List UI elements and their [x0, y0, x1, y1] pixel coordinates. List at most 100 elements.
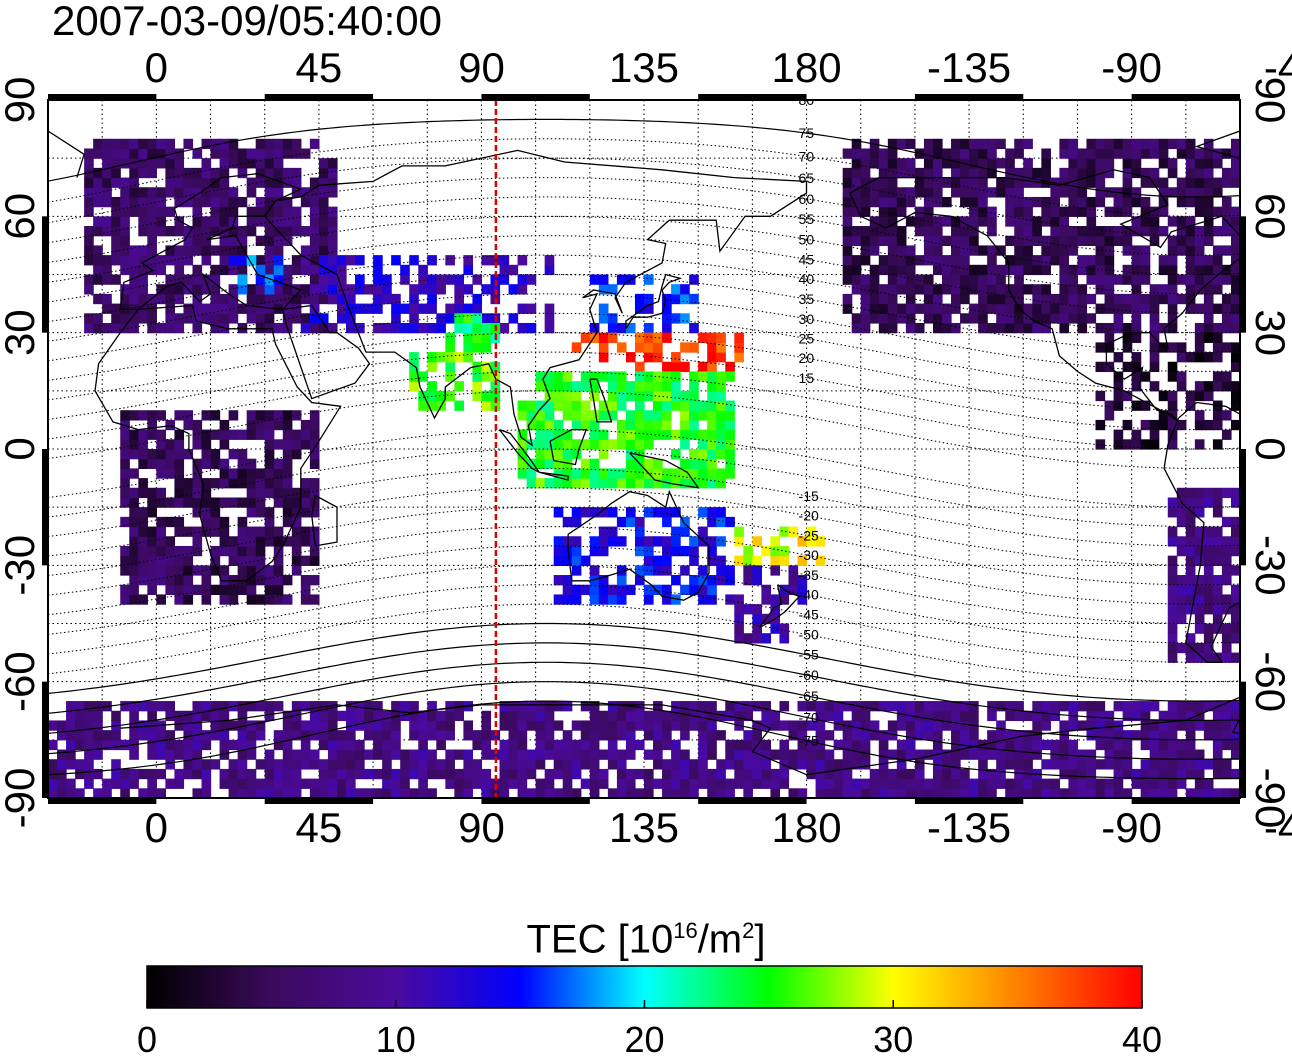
tec-cell [300, 739, 311, 751]
tec-cell [1203, 759, 1214, 770]
tec-cell [671, 284, 681, 295]
tec-cell [481, 710, 492, 722]
tec-cell [120, 458, 130, 469]
tec-cell [201, 458, 212, 469]
tec-cell [183, 555, 194, 566]
tec-cell [156, 545, 166, 557]
tec-cell [562, 594, 573, 605]
tec-cell [671, 293, 681, 305]
tec-cell [228, 284, 239, 295]
tec-cell [481, 400, 492, 411]
tec-cell [129, 710, 139, 722]
tec-cell [698, 478, 708, 489]
tec-cell [1005, 710, 1015, 722]
tec-cell [138, 768, 148, 780]
tec-cell [93, 701, 103, 712]
tec-cell [1023, 138, 1033, 150]
tec-cell [1212, 749, 1223, 760]
tec-cell [156, 739, 166, 751]
tec-cell [996, 274, 1006, 285]
tec-cell [309, 419, 320, 431]
tec-cell [282, 293, 293, 305]
tec-cell [355, 701, 365, 712]
tec-cell [779, 633, 790, 644]
tec-cell [156, 458, 166, 469]
tec-cell [210, 701, 221, 712]
tec-cell [969, 788, 979, 798]
tec-cell [1176, 739, 1187, 751]
tec-cell [1140, 710, 1151, 722]
tec-cell [246, 284, 257, 295]
tec-cell [1194, 255, 1205, 266]
tec-cell [84, 749, 94, 760]
tec-cell [309, 293, 320, 305]
tec-cell [246, 478, 257, 489]
magnetic-contour [48, 584, 1240, 663]
tec-cell [1203, 623, 1214, 634]
tec-cell [1032, 730, 1042, 741]
tec-cell [1194, 788, 1205, 798]
tec-cell [336, 739, 347, 751]
tec-cell [923, 730, 934, 741]
tec-cell [165, 575, 176, 586]
tec-cell [1059, 274, 1070, 285]
tec-cell [1230, 788, 1240, 798]
tec-cell [1203, 167, 1214, 179]
tec-cell [860, 710, 871, 722]
tec-cell [309, 458, 320, 469]
tec-cell [499, 788, 510, 798]
tec-cell [598, 352, 609, 363]
tec-cell [1149, 177, 1160, 188]
contour-label: -75 [799, 733, 819, 749]
tec-cell [120, 516, 130, 528]
tec-cell [499, 720, 510, 731]
tec-cell [905, 216, 916, 227]
tec-cell [644, 390, 654, 402]
tec-cell [562, 768, 573, 780]
tec-cell [463, 303, 474, 314]
tec-cell [1005, 701, 1015, 712]
contour-label: 15 [799, 370, 815, 386]
tec-cell [129, 158, 139, 169]
tec-cell [707, 555, 717, 566]
tec-cell [869, 264, 880, 276]
tec-cell [743, 739, 753, 751]
tec-cell [526, 303, 537, 314]
tec-cell [1104, 158, 1115, 169]
tec-cell [689, 759, 699, 770]
tec-cell [770, 720, 781, 731]
contour-label: 80 [799, 92, 815, 108]
tec-cell [445, 778, 455, 789]
tec-cell [246, 303, 257, 314]
tec-cell [183, 749, 194, 760]
tec-cell [174, 478, 185, 489]
tec-cell [1059, 255, 1070, 266]
tec-cell [815, 759, 826, 770]
tec-cell [1285, 750, 1292, 760]
tec-cell [255, 196, 266, 208]
tec-cell [291, 545, 302, 557]
tec-cell [896, 739, 907, 751]
tec-cell [1077, 759, 1088, 770]
tec-cell [589, 788, 600, 798]
tec-cell [562, 575, 573, 586]
tec-cell [896, 187, 907, 198]
tec-cell [183, 487, 194, 499]
tec-cell [689, 449, 699, 460]
tec-cell [508, 720, 519, 731]
tec-cell [273, 701, 284, 712]
tec-cell [192, 439, 203, 450]
tec-cell [1230, 749, 1240, 760]
tec-cell [942, 158, 952, 169]
tec-cell [869, 778, 880, 789]
tec-cell [535, 419, 546, 431]
tec-cell [1131, 361, 1142, 373]
tec-cell [219, 429, 230, 440]
tec-cell [815, 536, 826, 547]
tec-cell [653, 410, 663, 421]
tec-cell [183, 759, 194, 770]
tec-cell [346, 768, 356, 780]
tec-cell [878, 701, 889, 712]
tec-cell [1230, 342, 1240, 353]
tec-cell [851, 226, 862, 237]
